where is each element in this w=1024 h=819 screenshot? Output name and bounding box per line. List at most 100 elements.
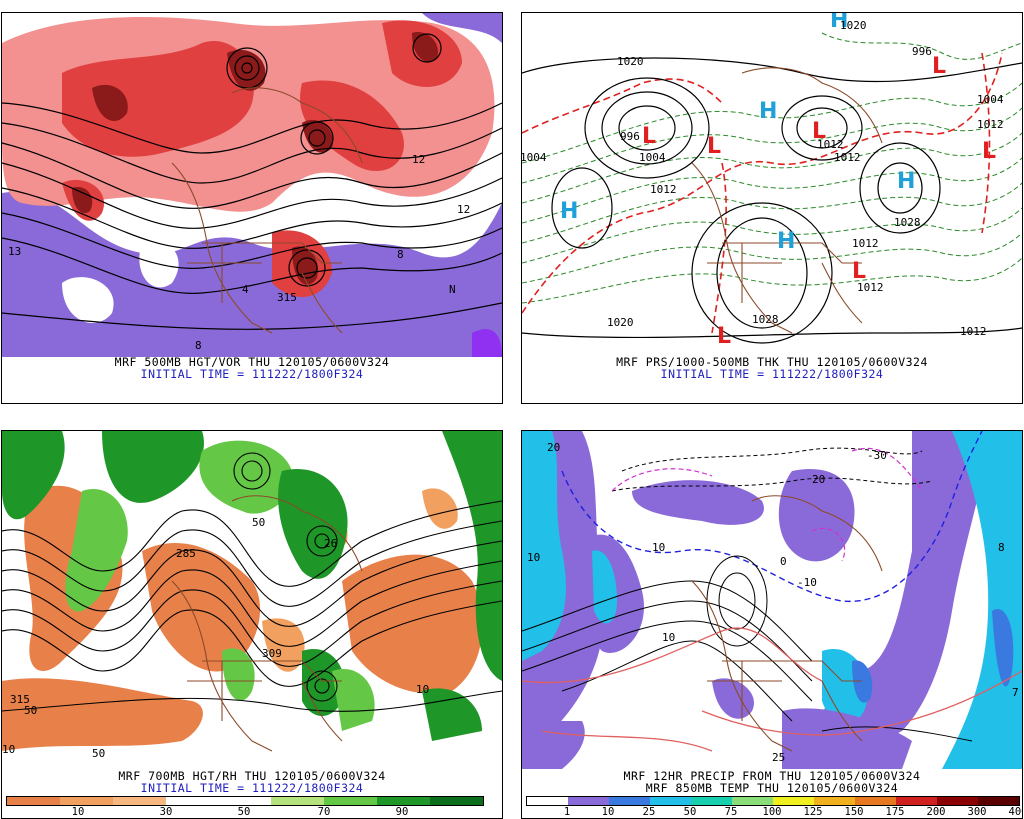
humidity-map-svg: 315 50 50 10 10 285 26 309 10 50: [2, 431, 502, 769]
colorbar-swatch: [609, 797, 650, 805]
contour-label: 50: [92, 747, 105, 760]
humidity-map: 315 50 50 10 10 285 26 309 10 50: [2, 431, 502, 769]
colorbar-label: 125: [803, 806, 823, 818]
high-pressure-center: H: [560, 199, 578, 224]
colorbar-swatch: [937, 797, 978, 805]
colorbar-swatch: [732, 797, 773, 805]
contour-label: 50: [24, 704, 37, 717]
low-pressure-center: L: [717, 324, 731, 349]
vorticity-map-svg: 12 8 4 12 N 8 315 13: [2, 13, 502, 357]
colorbar-swatch: [377, 797, 431, 805]
colorbar-swatch: [112, 797, 166, 805]
contour-label: 10: [416, 683, 429, 696]
panel-500mb-hgt-vor: 12 8 4 12 N 8 315 13 MRF 500MB HGT/VOR T…: [1, 12, 503, 404]
colorbar-label: 90: [395, 806, 409, 818]
isobar-label: 996: [912, 45, 932, 58]
colorbar-swatch: [691, 797, 732, 805]
contour-label: 7: [1012, 686, 1019, 699]
low-pressure-center: L: [982, 139, 996, 164]
isobar-label: 1012: [977, 118, 1004, 131]
colorbar-label: 25: [642, 806, 656, 818]
colorbar-swatch: [271, 797, 325, 805]
pressure-map: L L L L L L L H H H H H 1020 1004 996 1004 1012 101…: [522, 13, 1022, 357]
contour-label: 8: [998, 541, 1005, 554]
caption-initial-time: INITIAL TIME = 111222/1800F324: [660, 367, 884, 381]
colorbar-label: 100: [762, 806, 782, 818]
contour-label: 13: [8, 245, 21, 258]
contour-label: 20: [812, 473, 825, 486]
contour-label: 0: [780, 555, 787, 568]
contour-label: 8: [397, 248, 404, 261]
colorbar-swatch: [7, 797, 60, 805]
low-pressure-center: L: [642, 124, 656, 149]
isobar-label: 1012: [817, 138, 844, 151]
high-pressure-center: H: [759, 99, 777, 124]
contour-label: 10: [662, 631, 675, 644]
colorbar-swatch: [430, 797, 484, 805]
rh-colorbar-labels: 10 30 50 70 90: [6, 806, 482, 818]
precip-map: 20 10 10 0 10 -10 -30 8 7 20 25: [522, 431, 1022, 769]
contour-label: 10: [2, 743, 15, 756]
vorticity-map: 12 8 4 12 N 8 315 13: [2, 13, 502, 357]
precip-colorbar-labels: 1 10 25 50 75 100 125 150 175 200 300 400: [526, 806, 1022, 818]
colorbar-swatch: [896, 797, 937, 805]
high-pressure-center: H: [777, 229, 795, 254]
contour-label: 12: [457, 203, 470, 216]
contour-label: 20: [547, 441, 560, 454]
colorbar-label: 175: [885, 806, 905, 818]
isobar-label: 996: [620, 130, 640, 143]
caption-subtitle: MRF 850MB TEMP THU 120105/0600V324: [645, 781, 899, 795]
colorbar-swatch: [218, 797, 272, 805]
contour-label: 50: [252, 516, 265, 529]
high-pressure-center: H: [897, 169, 915, 194]
contour-label: 12: [412, 153, 425, 166]
colorbar-label: 1: [563, 806, 571, 818]
low-pressure-center: L: [812, 119, 826, 144]
colorbar-swatch: [324, 797, 378, 805]
colorbar-swatch: [650, 797, 691, 805]
contour-label: N: [449, 283, 456, 296]
panel-precip-850mb-temp: 20 10 10 0 10 -10 -30 8 7 20 25 MRF 12HR…: [521, 430, 1023, 819]
caption-initial-time: INITIAL TIME = 111222/1800F324: [140, 367, 364, 381]
contour-label: 315: [10, 693, 30, 706]
contour-label: 285: [176, 547, 196, 560]
colorbar-label: 400: [1008, 806, 1022, 818]
isobar-label: 1020: [607, 316, 634, 329]
colorbar-label: 10: [601, 806, 615, 818]
low-pressure-center: L: [852, 259, 866, 284]
isobar-label: 1012: [834, 151, 861, 164]
isobar-label: 1004: [522, 151, 547, 164]
isobar-label: 1028: [752, 313, 779, 326]
isobar-label: 1004: [639, 151, 666, 164]
caption-title: MRF 500MB HGT/VOR THU 120105/0600V324: [114, 355, 390, 369]
contour-label: 10: [527, 551, 540, 564]
colorbar-label: 200: [926, 806, 946, 818]
isobar-label: 1020: [617, 55, 644, 68]
precip-map-svg: 20 10 10 0 10 -10 -30 8 7 20 25: [522, 431, 1022, 769]
isobar-label: 1012: [852, 237, 879, 250]
low-pressure-center: L: [707, 134, 721, 159]
colorbar-label: 75: [724, 806, 738, 818]
rh-colorbar: [6, 796, 484, 806]
pressure-map-svg: L L L L L L L H H H H H 1020 1004 996 1004 1012 101…: [522, 13, 1022, 357]
caption-title: MRF PRS/1000-500MB THK THU 120105/0600V3…: [616, 355, 928, 369]
precip-colorbar: [526, 796, 1020, 806]
contour-label: -30: [867, 449, 887, 462]
isobar-label: 1020: [840, 19, 867, 32]
caption-title: MRF 12HR PRECIP FROM THU 120105/0600V324: [623, 769, 921, 783]
contour-label: 10: [652, 541, 665, 554]
colorbar-swatch: [568, 797, 609, 805]
colorbar-label: 50: [237, 806, 251, 818]
colorbar-swatch: [814, 797, 855, 805]
colorbar-label: 10: [71, 806, 85, 818]
contour-label: -10: [797, 576, 817, 589]
contour-label: 315: [277, 291, 297, 304]
panel-700mb-hgt-rh: 315 50 50 10 10 285 26 309 10 50 MRF 700…: [1, 430, 503, 819]
colorbar-label: 300: [967, 806, 987, 818]
colorbar-label: 70: [317, 806, 331, 818]
isobar-label: 1012: [960, 325, 987, 338]
colorbar-swatch: [773, 797, 814, 805]
isobar-label: 1004: [977, 93, 1004, 106]
colorbar-label: 150: [844, 806, 864, 818]
colorbar-swatch: [59, 797, 113, 805]
